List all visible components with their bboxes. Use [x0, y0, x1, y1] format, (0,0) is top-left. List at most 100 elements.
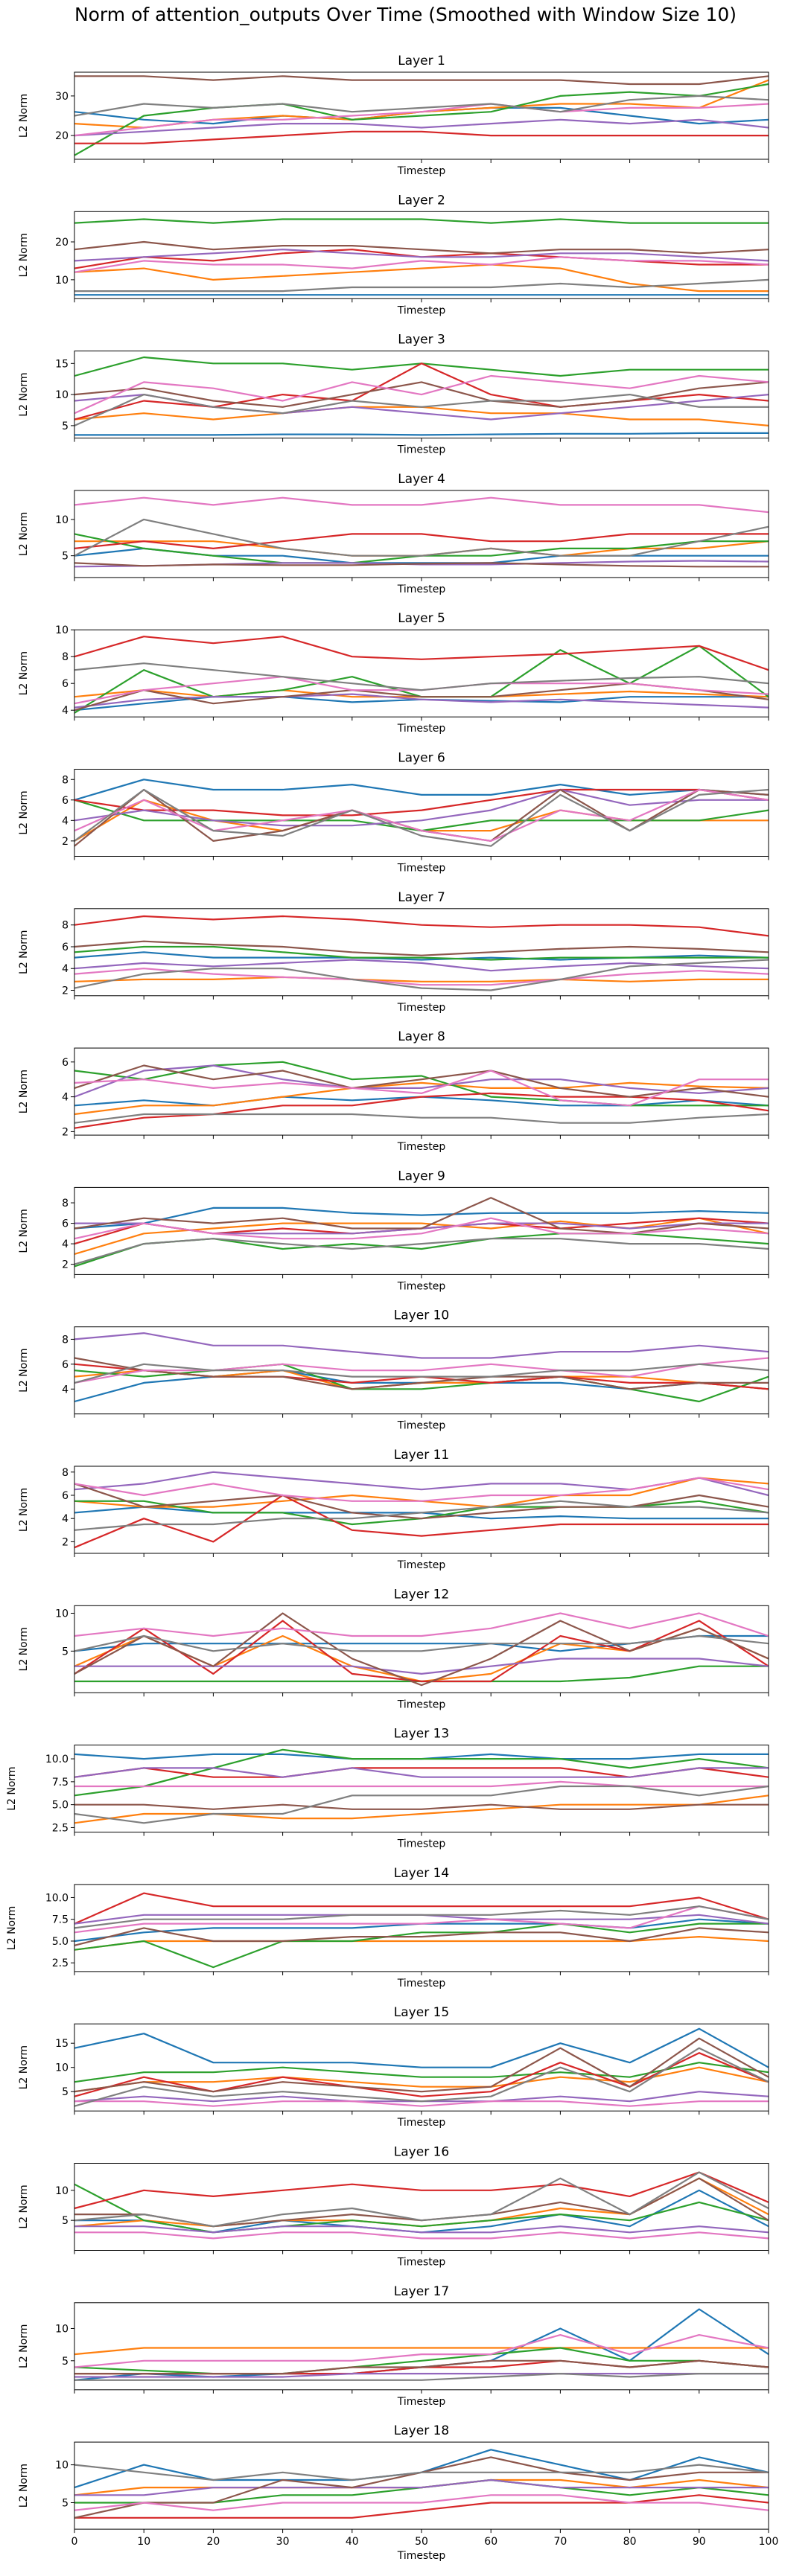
series-line-6: [74, 1197, 769, 1235]
series-line-8: [74, 1634, 769, 1652]
subplot-title: Layer 3: [398, 333, 445, 348]
y-tick-label: 4: [62, 963, 69, 975]
series-line-5: [74, 2225, 769, 2234]
series-line-6: [74, 381, 769, 408]
series-line-7: [74, 1477, 769, 1502]
x-axis-label: Timestep: [397, 1420, 446, 1432]
subplot-layer-2: Layer 2 10 20 Timestep L2 Norm: [18, 193, 769, 316]
series-line-5: [74, 2373, 769, 2378]
subplot-layer-14: Layer 14 2.5 5.0 7.5 10.0 Timestep L2 Norm: [6, 1866, 769, 1989]
series-line-5: [74, 1064, 769, 1098]
x-axis-label: Timestep: [397, 304, 446, 316]
series-line-7: [74, 2231, 769, 2240]
x-tick-label: 20: [206, 2536, 220, 2548]
y-tick-label: 10: [55, 275, 69, 287]
series-line-7: [74, 788, 769, 843]
subplot-title: Layer 13: [394, 1727, 449, 1742]
series-line-8: [74, 1785, 769, 1824]
subplot-layer-13: Layer 13 2.5 5.0 7.5 10.0 Timestep L2 Norm: [6, 1727, 769, 1850]
x-axis-label: Timestep: [397, 863, 446, 875]
series-line-8: [74, 662, 769, 691]
subplot-title: Layer 17: [394, 2284, 449, 2299]
y-tick-label: 2: [62, 985, 69, 997]
series-line-4: [74, 362, 769, 421]
series-line-7: [74, 496, 769, 514]
y-tick-label: 8: [62, 1198, 69, 1209]
y-tick-label: 4: [62, 1239, 69, 1250]
y-tick-label: 6: [62, 1057, 69, 1069]
subplot-title: Layer 6: [398, 751, 445, 766]
series-line-2: [74, 689, 769, 698]
y-tick-label: 10.0: [45, 1892, 69, 1904]
series-line-2: [74, 1081, 769, 1116]
series-line-3: [74, 83, 769, 156]
y-tick-label: 7.5: [52, 1777, 69, 1789]
series-line-1: [74, 1918, 769, 1943]
series-line-8: [74, 95, 769, 117]
series-line-8: [74, 2171, 769, 2228]
plot-frame: [74, 908, 769, 997]
series-line-2: [74, 2177, 769, 2228]
y-tick-label: 5.0: [52, 1800, 69, 1812]
series-line-8: [74, 1238, 769, 1265]
subplot-title: Layer 11: [394, 1448, 449, 1463]
series-line-4: [74, 788, 769, 816]
series-line-5: [74, 118, 769, 137]
y-tick-label: 6: [62, 678, 69, 690]
subplot-title: Layer 9: [398, 1169, 445, 1183]
x-tick-label: 30: [276, 2536, 290, 2548]
series-line-6: [74, 1803, 769, 1810]
series-line-4: [74, 1092, 769, 1129]
subplot-title: Layer 8: [398, 1029, 445, 1044]
x-axis-label: Timestep: [397, 2257, 446, 2269]
series-line-4: [74, 130, 769, 144]
y-tick-label: 5: [62, 2215, 69, 2227]
subplot-title: Layer 5: [398, 611, 445, 626]
series-line-3: [74, 1923, 769, 1969]
y-tick-label: 15: [55, 2038, 69, 2050]
series-line-5: [74, 1658, 769, 1675]
x-axis-label: Timestep: [397, 1141, 446, 1153]
x-tick-label: 80: [623, 2536, 637, 2548]
series-line-8: [74, 788, 769, 847]
x-tick-label: 40: [346, 2536, 359, 2548]
x-axis-label: Timestep: [397, 1002, 446, 1014]
y-tick-label: 8: [62, 774, 69, 786]
y-axis-label: L2 Norm: [18, 1349, 30, 1393]
x-axis-label: Timestep: [397, 723, 446, 735]
series-line-8: [74, 278, 769, 293]
series-line-3: [74, 2347, 769, 2375]
x-tick-label: 90: [693, 2536, 706, 2548]
series-line-8: [74, 1500, 769, 1531]
subplot-layer-11: Layer 11 2 4 6 8 Timestep L2 Norm: [18, 1448, 769, 1571]
y-axis-label: L2 Norm: [6, 1906, 18, 1950]
series-line-8: [74, 1113, 769, 1124]
series-line-1: [74, 2027, 769, 2068]
y-tick-label: 10: [55, 624, 69, 636]
subplot-layer-1: Layer 1 20 30 Timestep L2 Norm: [18, 54, 769, 177]
series-line-3: [74, 2183, 769, 2234]
series-line-6: [74, 75, 769, 86]
subplot-layer-17: Layer 17 5 10 Timestep L2 Norm: [18, 2284, 769, 2408]
subplot-title: Layer 14: [394, 1866, 449, 1881]
x-tick-label: 10: [137, 2536, 150, 2548]
subplot-layer-7: Layer 7 2 4 6 8 Timestep L2 Norm: [18, 890, 769, 1014]
plot-frame: [74, 1605, 769, 1693]
x-axis-label: Timestep: [397, 1838, 446, 1850]
x-tick-label: 0: [71, 2536, 78, 2548]
y-tick-label: 2.5: [52, 1822, 69, 1834]
subplot-title: Layer 1: [398, 54, 445, 68]
x-tick-label: 60: [484, 2536, 497, 2548]
series-line-4: [74, 2494, 769, 2519]
subplot-layer-4: Layer 4 5 10 Timestep L2 Norm: [18, 472, 769, 595]
y-tick-label: 2: [62, 1536, 69, 1548]
subplot-layer-15: Layer 15 5 10 15 Timestep L2 Norm: [18, 2005, 769, 2129]
series-line-7: [74, 256, 769, 273]
y-tick-label: 5: [62, 1646, 69, 1658]
series-line-6: [74, 788, 769, 847]
plot-frame: [74, 2441, 769, 2530]
y-axis-label: L2 Norm: [18, 512, 30, 556]
subplot-layer-10: Layer 10 4 6 8 Timestep L2 Norm: [18, 1308, 769, 1432]
y-tick-label: 5: [62, 2086, 69, 2098]
subplot-layer-12: Layer 12 5 10 Timestep L2 Norm: [18, 1587, 769, 1710]
